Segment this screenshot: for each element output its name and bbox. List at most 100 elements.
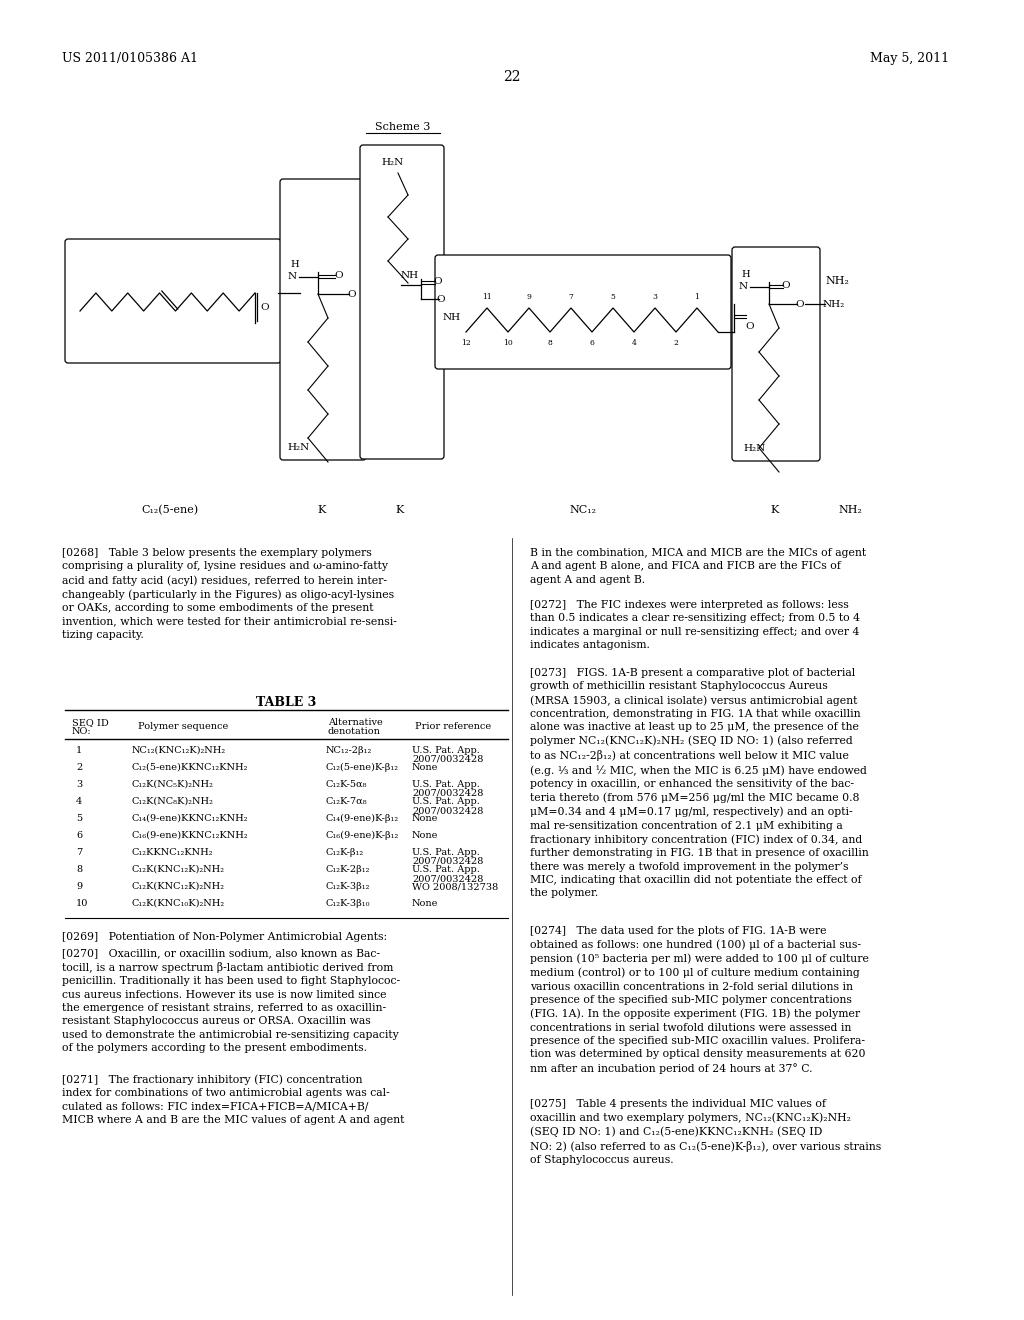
Text: Polymer sequence: Polymer sequence bbox=[138, 722, 228, 731]
Text: WO 2008/132738: WO 2008/132738 bbox=[412, 882, 499, 891]
Text: SEQ ID: SEQ ID bbox=[72, 718, 109, 727]
Text: U.S. Pat. App.: U.S. Pat. App. bbox=[412, 797, 480, 807]
Text: 2007/0032428: 2007/0032428 bbox=[412, 857, 483, 866]
Text: denotation: denotation bbox=[328, 727, 381, 737]
Text: O: O bbox=[781, 281, 790, 290]
Text: Prior reference: Prior reference bbox=[415, 722, 492, 731]
Text: H₂N: H₂N bbox=[287, 444, 309, 451]
Text: 11: 11 bbox=[482, 293, 492, 301]
Text: 2007/0032428: 2007/0032428 bbox=[412, 874, 483, 883]
Text: C₁₂K(KNC₁₂K)₂NH₂: C₁₂K(KNC₁₂K)₂NH₂ bbox=[132, 882, 225, 891]
Text: 9: 9 bbox=[526, 293, 531, 301]
Text: C₁₂K-3β₁₂: C₁₂K-3β₁₂ bbox=[326, 882, 371, 891]
Text: 5: 5 bbox=[610, 293, 615, 301]
Text: NH: NH bbox=[443, 314, 461, 322]
Text: 1: 1 bbox=[76, 746, 82, 755]
Text: 2: 2 bbox=[76, 763, 82, 772]
Text: 4: 4 bbox=[632, 339, 637, 347]
Text: 8: 8 bbox=[548, 339, 552, 347]
Text: 6: 6 bbox=[76, 832, 82, 840]
Text: NH: NH bbox=[401, 271, 419, 280]
Text: C₁₂(5-ene)K-β₁₂: C₁₂(5-ene)K-β₁₂ bbox=[326, 763, 399, 772]
Text: 12: 12 bbox=[461, 339, 471, 347]
Text: 2007/0032428: 2007/0032428 bbox=[412, 755, 483, 764]
Text: K: K bbox=[771, 506, 779, 515]
Text: NC₁₂(KNC₁₂K)₂NH₂: NC₁₂(KNC₁₂K)₂NH₂ bbox=[132, 746, 226, 755]
Text: K: K bbox=[317, 506, 327, 515]
Text: NH₂: NH₂ bbox=[825, 276, 849, 286]
Text: 3: 3 bbox=[652, 293, 657, 301]
Text: C₁₆(9-ene)K-β₁₂: C₁₆(9-ene)K-β₁₂ bbox=[326, 832, 399, 840]
FancyBboxPatch shape bbox=[732, 247, 820, 461]
Text: H₂N: H₂N bbox=[743, 444, 765, 453]
Text: N: N bbox=[288, 272, 297, 281]
Text: NH₂: NH₂ bbox=[823, 300, 845, 309]
Text: H: H bbox=[290, 260, 299, 269]
Text: N: N bbox=[739, 282, 749, 290]
Text: None: None bbox=[412, 763, 438, 772]
Text: 7: 7 bbox=[76, 847, 82, 857]
Text: Alternative: Alternative bbox=[328, 718, 383, 727]
Text: C₁₂K-β₁₂: C₁₂K-β₁₂ bbox=[326, 847, 365, 857]
Text: C₁₆(9-ene)KKNC₁₂KNH₂: C₁₆(9-ene)KKNC₁₂KNH₂ bbox=[132, 832, 249, 840]
FancyBboxPatch shape bbox=[280, 180, 366, 459]
Text: O: O bbox=[436, 294, 444, 304]
Text: 8: 8 bbox=[76, 865, 82, 874]
Text: U.S. Pat. App.: U.S. Pat. App. bbox=[412, 865, 480, 874]
Text: None: None bbox=[412, 899, 438, 908]
Text: TABLE 3: TABLE 3 bbox=[256, 696, 316, 709]
Text: H: H bbox=[741, 271, 750, 279]
Text: C₁₂K-7α₈: C₁₂K-7α₈ bbox=[326, 797, 368, 807]
Text: 5: 5 bbox=[76, 814, 82, 822]
Text: O: O bbox=[347, 290, 355, 300]
Text: C₁₂K(NC₈K)₂NH₂: C₁₂K(NC₈K)₂NH₂ bbox=[132, 797, 214, 807]
Text: K: K bbox=[396, 506, 404, 515]
Text: O: O bbox=[745, 322, 754, 331]
Text: C₁₂K(KNC₁₀K)₂NH₂: C₁₂K(KNC₁₀K)₂NH₂ bbox=[132, 899, 225, 908]
Text: 3: 3 bbox=[76, 780, 82, 789]
Text: C₁₄(9-ene)K-β₁₂: C₁₄(9-ene)K-β₁₂ bbox=[326, 814, 399, 824]
Text: NC₁₂: NC₁₂ bbox=[569, 506, 597, 515]
Text: NC₁₂-2β₁₂: NC₁₂-2β₁₂ bbox=[326, 746, 373, 755]
Text: C₁₂K(NC₅K)₂NH₂: C₁₂K(NC₅K)₂NH₂ bbox=[132, 780, 214, 789]
Text: [0269]   Potentiation of Non-Polymer Antimicrobial Agents:: [0269] Potentiation of Non-Polymer Antim… bbox=[62, 932, 387, 942]
Text: U.S. Pat. App.: U.S. Pat. App. bbox=[412, 746, 480, 755]
Text: None: None bbox=[412, 832, 438, 840]
Text: 10: 10 bbox=[76, 899, 88, 908]
Text: NH₂: NH₂ bbox=[838, 506, 862, 515]
Text: O: O bbox=[260, 304, 268, 313]
Text: O: O bbox=[795, 300, 804, 309]
Text: U.S. Pat. App.: U.S. Pat. App. bbox=[412, 847, 480, 857]
Text: 2007/0032428: 2007/0032428 bbox=[412, 807, 483, 814]
Text: C₁₂K-3β₁₀: C₁₂K-3β₁₀ bbox=[326, 899, 371, 908]
Text: US 2011/0105386 A1: US 2011/0105386 A1 bbox=[62, 51, 198, 65]
Text: 9: 9 bbox=[76, 882, 82, 891]
Text: None: None bbox=[412, 814, 438, 822]
Text: [0268]   Table 3 below presents the exemplary polymers
comprising a plurality of: [0268] Table 3 below presents the exempl… bbox=[62, 548, 397, 640]
Text: C₁₂K-2β₁₂: C₁₂K-2β₁₂ bbox=[326, 865, 371, 874]
Text: [0271]   The fractionary inhibitory (FIC) concentration
index for combinations o: [0271] The fractionary inhibitory (FIC) … bbox=[62, 1074, 404, 1125]
FancyBboxPatch shape bbox=[360, 145, 444, 459]
Text: 2: 2 bbox=[674, 339, 679, 347]
Text: O: O bbox=[334, 271, 343, 280]
Text: NO:: NO: bbox=[72, 727, 91, 737]
Text: C₁₄(9-ene)KKNC₁₂KNH₂: C₁₄(9-ene)KKNC₁₂KNH₂ bbox=[132, 814, 249, 822]
Text: 1: 1 bbox=[694, 293, 699, 301]
Text: C₁₂(5-ene): C₁₂(5-ene) bbox=[141, 506, 199, 515]
Text: 7: 7 bbox=[568, 293, 573, 301]
Text: C₁₂(5-ene)KKNC₁₂KNH₂: C₁₂(5-ene)KKNC₁₂KNH₂ bbox=[132, 763, 249, 772]
Text: C₁₂K(KNC₁₂K)₂NH₂: C₁₂K(KNC₁₂K)₂NH₂ bbox=[132, 865, 225, 874]
FancyBboxPatch shape bbox=[435, 255, 731, 370]
Text: [0274]   The data used for the plots of FIG. 1A-B were
obtained as follows: one : [0274] The data used for the plots of FI… bbox=[530, 927, 869, 1074]
Text: 22: 22 bbox=[503, 70, 521, 84]
Text: 10: 10 bbox=[503, 339, 513, 347]
Text: C₁₂KKNC₁₂KNH₂: C₁₂KKNC₁₂KNH₂ bbox=[132, 847, 213, 857]
Text: Scheme 3: Scheme 3 bbox=[376, 121, 431, 132]
Text: O: O bbox=[433, 277, 441, 286]
Text: U.S. Pat. App.: U.S. Pat. App. bbox=[412, 780, 480, 789]
Text: [0275]   Table 4 presents the individual MIC values of
oxacillin and two exempla: [0275] Table 4 presents the individual M… bbox=[530, 1100, 882, 1166]
FancyBboxPatch shape bbox=[65, 239, 281, 363]
Text: 2007/0032428: 2007/0032428 bbox=[412, 789, 483, 799]
Text: C₁₂K-5α₈: C₁₂K-5α₈ bbox=[326, 780, 368, 789]
Text: [0273]   FIGS. 1A-B present a comparative plot of bacterial
growth of methicilli: [0273] FIGS. 1A-B present a comparative … bbox=[530, 668, 868, 899]
